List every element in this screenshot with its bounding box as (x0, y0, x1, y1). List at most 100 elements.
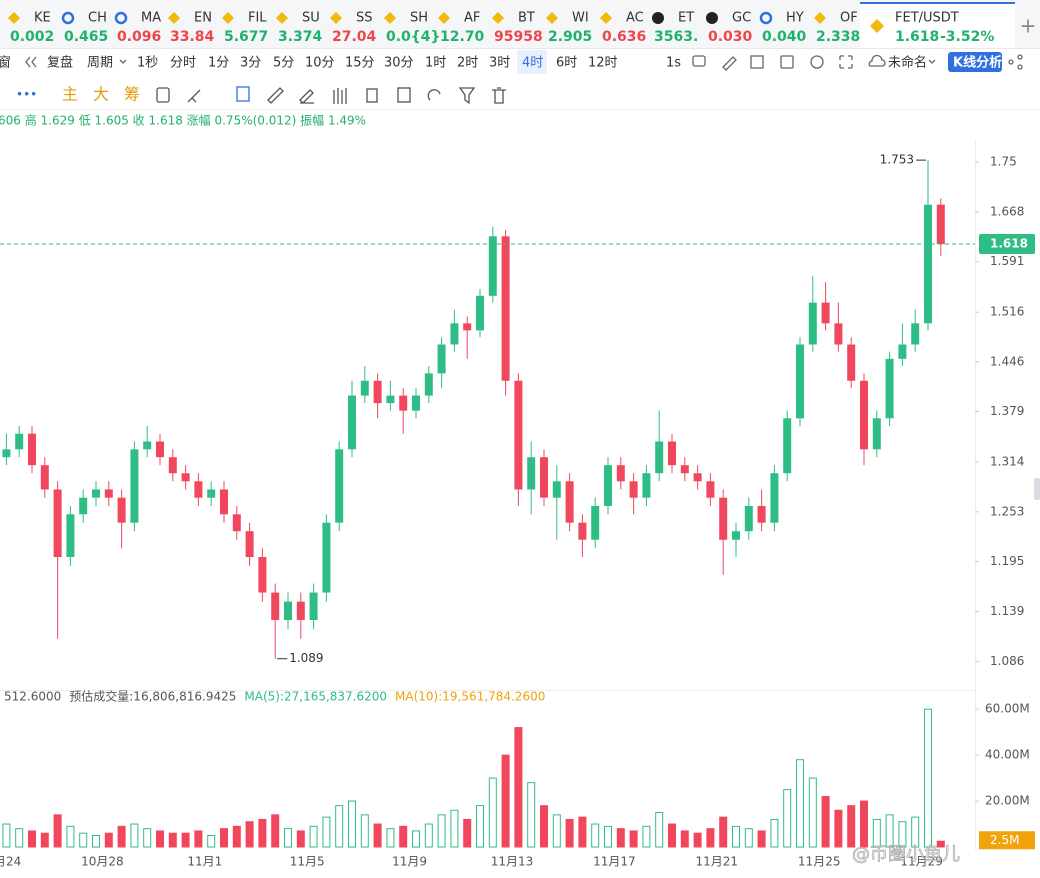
candle-body (386, 395, 395, 404)
tab-symbol[interactable]: OF (840, 11, 858, 26)
candle-body (616, 465, 625, 482)
tab-price[interactable]: 0.002 (10, 29, 54, 45)
tool-icon[interactable] (427, 89, 441, 101)
tab-price[interactable]: 0.636 (602, 29, 646, 45)
tab-symbol[interactable]: SH (410, 11, 428, 26)
toolbar-item[interactable]: 窗 (0, 55, 11, 71)
button-label[interactable]: K线分析 (953, 55, 1002, 71)
tab-symbol[interactable]: GC (732, 11, 751, 26)
candle-body (79, 497, 88, 515)
tab-symbol[interactable]: WI (572, 11, 589, 26)
toolbar-item[interactable]: 10分 (305, 56, 335, 71)
toolbar-item[interactable]: 1s (666, 56, 681, 71)
tab-symbol[interactable]: ET (678, 11, 694, 26)
active-tab[interactable] (860, 2, 1015, 48)
tool-icon[interactable] (333, 88, 347, 104)
cloud-icon[interactable] (868, 54, 886, 67)
tab-symbol[interactable]: BT (518, 11, 535, 26)
tab-price[interactable]: 3563. (654, 29, 698, 45)
toolbar-item[interactable]: 2时 (457, 56, 478, 71)
candle-body (245, 531, 254, 558)
settings-icon[interactable] (810, 55, 824, 69)
toolbar-item[interactable]: 1秒 (137, 56, 158, 71)
volume-bar (322, 816, 331, 848)
tool-label[interactable]: 筹 (124, 85, 140, 104)
tab-symbol[interactable]: CH (88, 11, 107, 26)
scroll-handle[interactable] (1034, 478, 1040, 500)
tab-price[interactable]: 2.338 (816, 29, 860, 45)
volume-bar (348, 800, 356, 848)
tab-price[interactable]: 0.096 (117, 29, 161, 45)
candle-body (220, 489, 228, 515)
tool-icon[interactable] (236, 86, 250, 102)
toolbar-item[interactable]: 3分 (240, 56, 261, 71)
candle-body (15, 433, 24, 450)
tool-icon[interactable] (397, 87, 411, 103)
toolbar-item[interactable]: 12时 (588, 56, 618, 71)
tool-icon[interactable] (492, 87, 506, 104)
candle-body (693, 473, 702, 482)
tab-price[interactable]: 3.374 (278, 29, 323, 45)
tool-icon[interactable] (267, 87, 284, 104)
tab-symbol[interactable]: SS (356, 11, 373, 26)
toolbar-item[interactable]: 1时 (425, 56, 446, 71)
candle-body (847, 344, 856, 381)
tool-icon[interactable] (187, 89, 201, 103)
x-tick-label: 11月13 (491, 855, 534, 869)
tab-price[interactable]: 0.030 (708, 29, 753, 45)
volume-bar (373, 823, 382, 848)
tool-icon[interactable] (299, 89, 314, 104)
tool-icon[interactable] (156, 87, 170, 103)
tool-icon[interactable] (458, 87, 476, 105)
tab-symbol[interactable]: MA (141, 11, 161, 26)
tab-price[interactable]: 27.04 (332, 29, 377, 45)
share-icon[interactable] (1008, 59, 1014, 65)
tool-icon[interactable] (366, 88, 378, 103)
toolbar-item[interactable]: 周期 (87, 56, 113, 71)
tab-symbol[interactable]: KE (34, 11, 51, 26)
tab-price[interactable]: 0.0{4} (386, 29, 440, 45)
volume-bar (92, 835, 100, 848)
tool-label[interactable]: 主 (62, 85, 78, 104)
tab-price[interactable]: 2.905 (548, 29, 592, 45)
volume-bar (284, 828, 292, 848)
tab-price[interactable]: 5.677 (224, 29, 268, 45)
toolbar-item[interactable]: 复盘 (47, 55, 73, 71)
tool-label[interactable]: 大 (93, 85, 109, 104)
toolbar-item[interactable]: 6时 (556, 56, 577, 71)
tab-price[interactable]: 0.465 (64, 29, 108, 45)
coin-icon (814, 12, 826, 24)
toolbar-item[interactable]: 4时 (522, 56, 543, 71)
toolbar-item[interactable]: 分时 (170, 56, 196, 71)
pen-icon[interactable] (722, 56, 737, 71)
axis-divider (975, 140, 976, 850)
fullscreen-icon[interactable] (839, 55, 853, 69)
add-tab[interactable]: + (1020, 14, 1037, 38)
volume-bar (117, 825, 126, 848)
tab-price[interactable]: 95958 (494, 29, 543, 45)
tab-symbol[interactable]: SU (302, 11, 320, 26)
tab-price[interactable]: 0.040 (762, 29, 807, 45)
tab-symbol[interactable]: FIL (248, 11, 267, 26)
tab-price[interactable]: 12.70 (440, 29, 485, 45)
tab-symbol[interactable]: AF (464, 11, 480, 26)
save-icon[interactable] (780, 55, 794, 69)
candle-body (604, 465, 612, 506)
tab-price[interactable]: 33.84 (170, 29, 215, 45)
toolbar-item[interactable]: 3时 (489, 56, 510, 71)
window-icon[interactable] (750, 55, 764, 69)
toolbar-item[interactable]: 5分 (273, 56, 294, 71)
tool-label[interactable]: ••• (16, 88, 37, 102)
toolbar-item[interactable]: 30分 (384, 56, 414, 71)
toolbar-item[interactable]: 1分 (208, 56, 229, 71)
toolbar-item[interactable]: 未命名 (888, 55, 927, 71)
volume-bar (680, 830, 689, 848)
tab-symbol[interactable]: AC (626, 11, 644, 26)
tab-symbol[interactable]: EN (194, 11, 212, 26)
camera-icon[interactable] (692, 55, 706, 67)
volume-bar (335, 805, 344, 848)
tab-symbol[interactable]: HY (786, 11, 804, 26)
volume-bar (181, 832, 190, 848)
candle-body (104, 489, 113, 498)
toolbar-item[interactable]: 15分 (345, 56, 375, 71)
